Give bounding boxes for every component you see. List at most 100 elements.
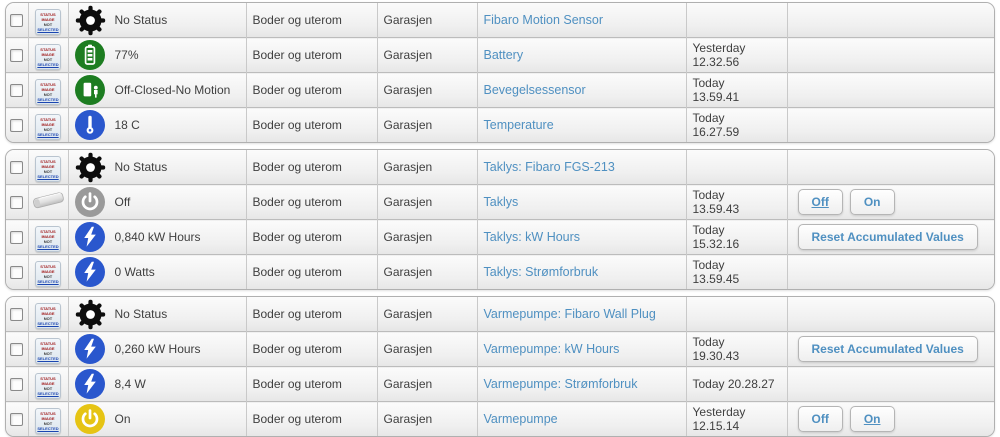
placeholder-line: STATUS [40,117,56,122]
device-link[interactable]: Temperature [483,118,554,132]
lightning-bolt-icon [75,222,106,253]
placeholder-line: NOT [43,92,53,97]
device-image[interactable]: STATUS IMAGE NOT SELECTED [35,338,61,364]
actions-cell [787,3,994,38]
status-image-placeholder: STATUS IMAGE NOT SELECTED [35,303,61,329]
image-cell: STATUS IMAGE NOT SELECTED [28,254,69,289]
row-checkbox[interactable] [10,343,24,357]
placeholder-line: STATUS [40,229,56,234]
room-label: Boder og uterom [252,377,342,391]
last-change-time: 13.59.41 [692,90,740,104]
row-checkbox[interactable] [10,266,24,280]
checkbox-cell [6,150,29,185]
device-image[interactable]: STATUS IMAGE NOT SELECTED [35,156,61,182]
last-change-date: Yesterday [692,405,746,419]
row-checkbox[interactable] [10,413,24,427]
room-cell: Boder og uterom [246,3,378,38]
placeholder-line: IMAGE [41,164,55,169]
last-change-date: Today 20.28.27 [692,377,775,391]
placeholder-line: NOT [43,386,53,391]
device-group: STATUS IMAGE NOT SELECTED No Status Boder o… [5,2,995,143]
last-change-cell: Today 13.59.43 [686,184,788,220]
placeholder-line: NOT [43,274,53,279]
status-image-placeholder: STATUS IMAGE NOT SELECTED [35,261,61,287]
device-image[interactable]: STATUS IMAGE NOT SELECTED [35,9,61,35]
row-checkbox[interactable] [10,84,24,98]
actions-cell [787,150,994,185]
device-image[interactable]: STATUS IMAGE NOT SELECTED [35,44,61,70]
placeholder-line: IMAGE [41,346,55,351]
table-row: STATUS IMAGE NOT SELECTED On Boder og utero… [6,401,994,436]
status-text: 77% [114,48,139,62]
last-change-date: Today [692,76,725,90]
actions-cell: Off On [787,401,994,436]
last-change-time: 16.27.59 [692,125,740,139]
device-link[interactable]: Varmepumpe [483,412,558,426]
status-image-placeholder: STATUS IMAGE NOT SELECTED [35,226,61,252]
on-button[interactable]: On [849,189,895,215]
last-change-time: 15.32.16 [692,237,740,251]
status-cell: 0 Watts [68,254,247,289]
off-button[interactable]: Off [797,189,843,215]
checkbox-cell [6,37,29,73]
placeholder-line: NOT [43,169,53,174]
placeholder-line: STATUS [40,376,56,381]
device-link[interactable]: Taklys: kW Hours [483,230,581,244]
last-change-date: Today [692,223,725,237]
device-image[interactable]: STATUS IMAGE NOT SELECTED [35,79,61,105]
status-text: 0 Watts [114,265,155,279]
image-cell [28,184,69,220]
off-button[interactable]: Off [797,406,843,432]
image-cell: STATUS IMAGE NOT SELECTED [28,37,69,73]
status-cell: 8,4 W [68,366,247,402]
row-checkbox[interactable] [10,196,24,210]
row-checkbox[interactable] [10,308,24,322]
device-link[interactable]: Varmepumpe: Strømforbruk [483,377,638,391]
last-change-time: 13.59.43 [692,202,740,216]
on-button[interactable]: On [849,406,895,432]
reset-accumulated-values-button[interactable]: Reset Accumulated Values [797,224,978,250]
placeholder-line: IMAGE [41,234,55,239]
device-image[interactable]: STATUS IMAGE NOT SELECTED [35,114,61,140]
table-row: STATUS IMAGE NOT SELECTED 0 Watts Boder og … [6,254,994,289]
table-row: STATUS IMAGE NOT SELECTED 0,260 kW Hours Bo… [6,331,994,367]
room-cell: Boder og uterom [246,331,378,367]
device-link[interactable]: Taklys: Strømforbruk [483,265,599,279]
room-label: Boder og uterom [252,118,342,132]
device-image[interactable]: STATUS IMAGE NOT SELECTED [35,261,61,287]
status-text: On [114,412,131,426]
room-cell: Boder og uterom [246,72,378,108]
row-checkbox[interactable] [10,231,24,245]
device-link[interactable]: Fibaro Motion Sensor [483,13,604,27]
row-checkbox[interactable] [10,161,24,175]
row-checkbox[interactable] [10,378,24,392]
device-image[interactable]: STATUS IMAGE NOT SELECTED [35,303,61,329]
lamp-photo-image[interactable] [31,187,66,214]
device-link[interactable]: Varmepumpe: kW Hours [483,342,620,356]
last-change-time: 12.32.56 [692,55,740,69]
checkbox-cell [6,219,29,255]
device-link[interactable]: Varmepumpe: Fibaro Wall Plug [483,307,656,321]
floor-label: Garasjen [383,377,433,391]
floor-label: Garasjen [383,83,433,97]
name-cell: Varmepumpe: Strømforbruk [477,366,687,402]
device-image[interactable]: STATUS IMAGE NOT SELECTED [35,226,61,252]
device-link[interactable]: Taklys [483,195,519,209]
placeholder-line: SELECTED [37,174,59,179]
row-checkbox[interactable] [10,119,24,133]
row-checkbox[interactable] [10,14,24,28]
room-label: Boder og uterom [252,230,342,244]
row-checkbox[interactable] [10,49,24,63]
placeholder-line: NOT [43,127,53,132]
status-cell: 0,840 kW Hours [68,219,247,255]
device-link[interactable]: Bevegelsessensor [483,83,586,97]
device-link[interactable]: Taklys: Fibaro FGS-213 [483,160,615,174]
device-image[interactable]: STATUS IMAGE NOT SELECTED [35,373,61,399]
floor-label: Garasjen [383,48,433,62]
reset-accumulated-values-button[interactable]: Reset Accumulated Values [797,336,978,362]
room-label: Boder og uterom [252,307,342,321]
door-motion-icon [75,75,106,106]
status-text: Off [114,195,131,209]
device-link[interactable]: Battery [483,48,524,62]
device-image[interactable]: STATUS IMAGE NOT SELECTED [35,408,61,434]
